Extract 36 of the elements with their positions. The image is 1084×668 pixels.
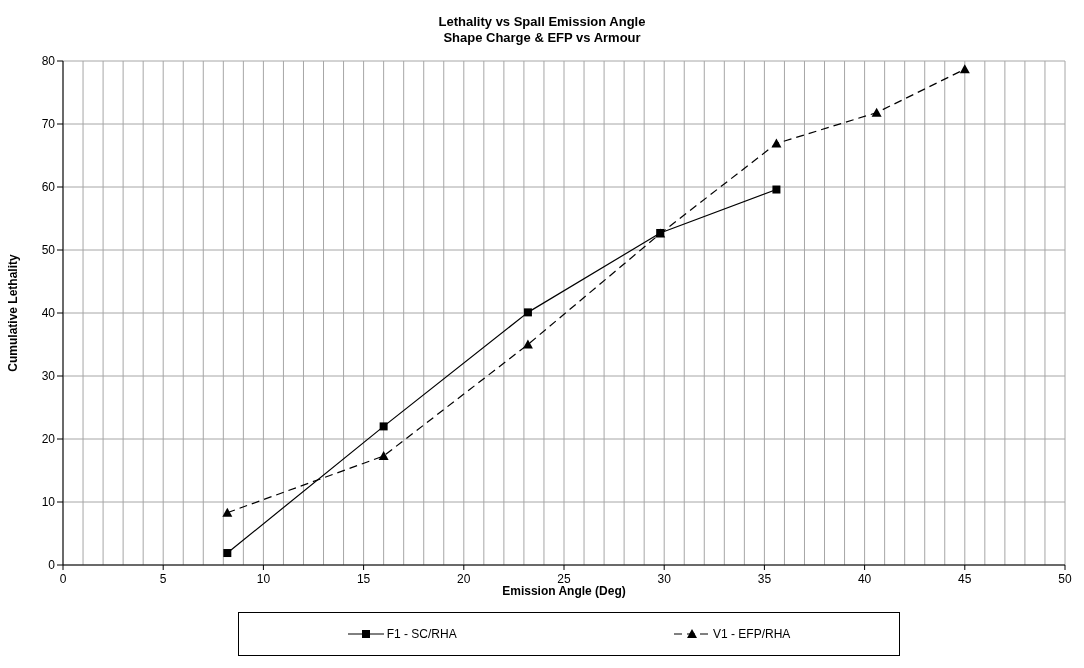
chart-subtitle: Shape Charge & EFP vs Armour bbox=[442, 30, 642, 46]
x-tick-label: 30 bbox=[657, 572, 672, 586]
point bbox=[871, 107, 882, 117]
y-tick-label: 50 bbox=[41, 243, 56, 258]
point bbox=[223, 549, 232, 558]
point bbox=[379, 422, 388, 431]
x-tick-label: 5 bbox=[159, 572, 167, 586]
point bbox=[378, 451, 389, 461]
x-tick-label: 0 bbox=[59, 572, 67, 586]
y-tick-label: 20 bbox=[41, 432, 56, 447]
x-tick-label: 45 bbox=[958, 572, 972, 586]
y-tick-label: 0 bbox=[48, 558, 56, 573]
x-tick-label: 35 bbox=[757, 572, 772, 586]
y-tick-label: 30 bbox=[41, 369, 56, 384]
legend-label: V1 - EFP/RHA bbox=[712, 627, 791, 641]
x-tick-label: 20 bbox=[457, 572, 471, 586]
point bbox=[222, 507, 233, 517]
y-tick-label: 70 bbox=[41, 117, 56, 132]
chart-title: Lethality vs Spall Emission Angle bbox=[437, 14, 647, 30]
y-tick-label: 60 bbox=[41, 180, 56, 195]
y-tick-label: 10 bbox=[41, 495, 56, 510]
legend-label: F1 - SC/RHA bbox=[386, 627, 457, 641]
point bbox=[522, 339, 533, 349]
x-tick-label: 50 bbox=[1058, 572, 1072, 586]
x-tick-label: 15 bbox=[356, 572, 371, 586]
x-tick-label: 25 bbox=[557, 572, 571, 586]
y-tick-label: 40 bbox=[41, 306, 56, 321]
point bbox=[772, 185, 781, 194]
point bbox=[523, 308, 532, 317]
y-axis-title: Cumulative Lethality bbox=[6, 254, 21, 372]
point bbox=[959, 64, 970, 74]
x-tick-label: 40 bbox=[857, 572, 872, 586]
x-tick-label: 10 bbox=[256, 572, 271, 586]
point bbox=[771, 138, 782, 148]
x-axis-title: Emission Angle (Deg) bbox=[502, 584, 626, 598]
y-tick-label: 80 bbox=[41, 54, 56, 69]
